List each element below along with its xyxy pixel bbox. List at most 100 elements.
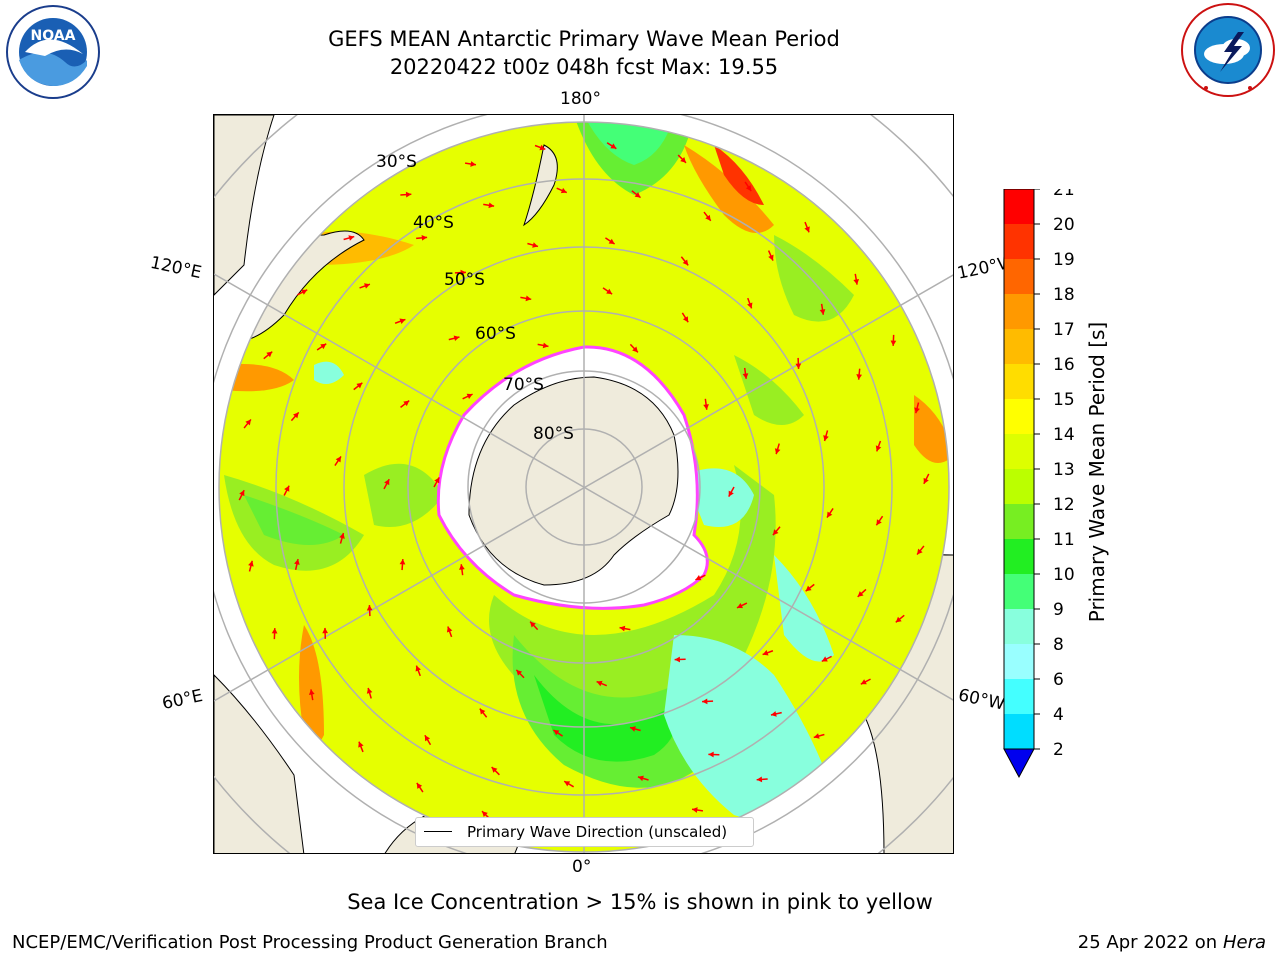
wave-arrow-head — [466, 393, 473, 399]
lat-label-50s: 50°S — [444, 270, 485, 290]
wave-arrow-head — [366, 687, 373, 694]
wave-arrow-head — [530, 621, 536, 628]
wave-arrow-head — [308, 689, 315, 695]
colorbar-box — [1004, 469, 1034, 504]
colorbar-box — [1004, 714, 1034, 749]
wave-period-map — [214, 115, 953, 853]
wave-arrow-head — [364, 283, 370, 289]
wave-arrow-head — [805, 585, 812, 592]
colorbar-box — [1004, 399, 1034, 434]
wave-arrow-head — [348, 235, 355, 241]
colorbar-box — [1004, 259, 1034, 294]
colorbar-tick-label: 2 — [1053, 740, 1064, 760]
wave-arrow-head — [564, 781, 571, 787]
wave-arrow-head — [774, 448, 781, 455]
wave-arrow-head — [629, 726, 636, 732]
wave-arrow-head — [405, 191, 412, 198]
wave-arrow-head — [823, 435, 829, 442]
wave-arrow-head — [895, 616, 902, 623]
colorbar-box — [1004, 294, 1034, 329]
wave-arrow-head — [415, 665, 421, 672]
wave-arrow-head — [856, 374, 863, 380]
colorbar-tick-label: 12 — [1053, 495, 1075, 515]
colorbar-tick-label: 20 — [1053, 215, 1075, 235]
wave-arrow-head — [875, 445, 882, 452]
lon-label-60e: 60°E — [160, 685, 205, 715]
wave-arrow-head — [703, 404, 709, 410]
colorbar-tick-label: 11 — [1053, 530, 1075, 550]
wave-arrow-head — [294, 559, 300, 565]
colorbar-extend-arrow — [1003, 748, 1035, 779]
wave-arrow-head — [542, 342, 549, 349]
wave-arrow-head — [358, 741, 364, 748]
wave-arrow-head — [491, 767, 498, 773]
colorbar-box — [1004, 504, 1034, 539]
lon-label-120e: 120°E — [148, 252, 204, 284]
wave-arrow-head — [470, 161, 476, 167]
map-title: GEFS MEAN Antarctic Primary Wave Mean Pe… — [328, 27, 840, 51]
wave-arrow-head — [356, 382, 363, 389]
wave-arrow-head — [271, 628, 278, 634]
graticule — [214, 115, 953, 853]
wave-arrow-head — [737, 602, 744, 609]
colorbar-box — [1004, 539, 1034, 574]
wave-arrow-head — [890, 340, 897, 346]
colorbar-tick-label: 18 — [1053, 285, 1075, 305]
footer-date-text: 25 Apr 2022 on — [1077, 932, 1223, 953]
wave-arrow-head — [539, 144, 546, 151]
lat-label-40s: 40°S — [413, 213, 454, 233]
wave-arrow-head — [742, 373, 749, 379]
colorbar-box — [1004, 224, 1034, 259]
wave-arrow-head — [705, 214, 711, 221]
colorbar-box — [1004, 644, 1034, 679]
lat-label-70s: 70°S — [503, 375, 544, 395]
wave-arrow-head — [416, 782, 423, 789]
wave-arrow-head — [322, 627, 329, 634]
colorbar-tick-label: 16 — [1053, 355, 1075, 375]
wave-arrow-head — [768, 254, 774, 261]
wave-arrow-head — [446, 626, 453, 633]
noaa-logo: NOAA — [6, 5, 100, 99]
wave-arrow-head — [634, 192, 641, 198]
colorbar-box — [1004, 609, 1034, 644]
colorbar-tick-label: 8 — [1053, 635, 1064, 655]
colorbar-tick-label: 17 — [1053, 320, 1075, 340]
legend-line — [424, 831, 452, 832]
colorbar: 21 20 19 18 17 16 15 14 13 12 11 10 9 8 6 4 2 — [1003, 189, 1075, 779]
wave-arrow-head — [747, 302, 753, 309]
wave-arrow-head — [553, 729, 560, 736]
wave-arrow-head — [516, 669, 523, 676]
wave-arrow-head — [320, 343, 327, 350]
wave-arrow-head — [708, 751, 714, 758]
wave-arrow-head — [293, 412, 299, 419]
lon-label-180: 180° — [560, 89, 601, 109]
wave-arrow-head — [239, 490, 245, 497]
wave-arrow-head — [819, 309, 826, 315]
wave-arrow-head — [596, 680, 603, 687]
colorbar-box — [1004, 189, 1034, 224]
colorbar-box — [1004, 679, 1034, 714]
colorbar-tick-label: 4 — [1053, 705, 1064, 725]
wave-arrow-head — [434, 477, 440, 484]
wave-arrow-head — [560, 187, 567, 194]
colorbar-tick-label: 15 — [1053, 390, 1075, 410]
wave-arrow-head — [384, 479, 390, 486]
wave-direction-arrows — [238, 142, 930, 832]
wave-arrow-head — [608, 238, 615, 245]
legend: Primary Wave Direction (unscaled) — [415, 817, 754, 847]
wave-arrow-head — [453, 335, 460, 342]
wave-arrow-head — [692, 807, 698, 813]
wave-arrow-head — [728, 490, 734, 497]
wave-arrow-head — [674, 656, 680, 663]
map-subtitle: 20220422 t00z 048h fcst Max: 19.55 — [389, 55, 779, 79]
colorbar-tick-label: 14 — [1053, 425, 1075, 445]
wave-arrow-head — [772, 529, 779, 536]
colorbar-tick-label: 9 — [1053, 600, 1064, 620]
footer-machine: Hera — [1222, 932, 1266, 953]
wave-arrow-head — [853, 279, 860, 285]
lat-label-80s: 80°S — [533, 424, 574, 444]
wave-arrow-head — [606, 288, 613, 295]
wave-arrow-head — [399, 559, 406, 565]
lat-label-30s: 30°S — [376, 152, 417, 172]
wave-arrow-head — [335, 456, 342, 463]
